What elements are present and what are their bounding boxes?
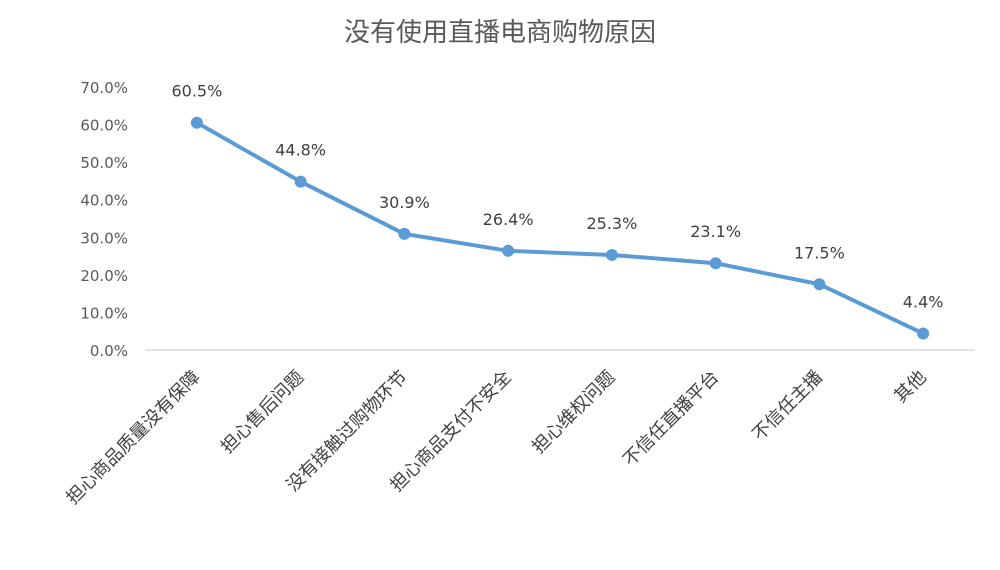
data-point (709, 257, 722, 270)
data-point (398, 227, 411, 240)
data-label: 26.4% (483, 210, 534, 229)
y-tick-label: 60.0% (80, 117, 128, 135)
data-label: 30.9% (379, 193, 430, 212)
data-point (917, 327, 930, 340)
data-label: 25.3% (586, 214, 637, 233)
data-label: 4.4% (903, 292, 944, 311)
data-label: 44.8% (275, 141, 326, 160)
x-category-label: 担心商品质量没有保障 (62, 367, 204, 509)
data-label: 60.5% (171, 82, 222, 101)
x-category-label: 担心维权问题 (528, 367, 619, 458)
x-category-label: 担心售后问题 (217, 367, 308, 458)
y-tick-label: 40.0% (80, 192, 128, 210)
x-category-label: 不信任直播平台 (619, 367, 723, 471)
data-points (190, 116, 930, 340)
y-tick-label: 0.0% (90, 342, 128, 360)
y-tick-label: 30.0% (80, 229, 128, 247)
data-point (502, 244, 515, 257)
y-tick-label: 70.0% (80, 79, 128, 97)
y-tick-label: 20.0% (80, 267, 128, 285)
x-category-label: 其他 (890, 367, 930, 407)
data-point (813, 278, 826, 291)
data-point (190, 116, 203, 129)
data-point (605, 248, 618, 261)
series-line (194, 120, 926, 336)
y-tick-label: 50.0% (80, 154, 128, 172)
x-category-label: 不信任主播 (748, 367, 826, 445)
data-label: 17.5% (794, 243, 845, 262)
y-tick-label: 10.0% (80, 304, 128, 322)
data-label: 23.1% (690, 222, 741, 241)
data-point (294, 175, 307, 188)
data-labels: 60.5% 44.8% 30.9% 26.4% 25.3% 23.1% 17.5% 4.4% (171, 82, 943, 312)
y-axis-ticks: 0.0% 10.0% 20.0% 30.0% 40.0% 50.0% 60.0% 70.0% (80, 79, 128, 360)
chart-title: 没有使用直播电商购物原因 (343, 18, 656, 48)
